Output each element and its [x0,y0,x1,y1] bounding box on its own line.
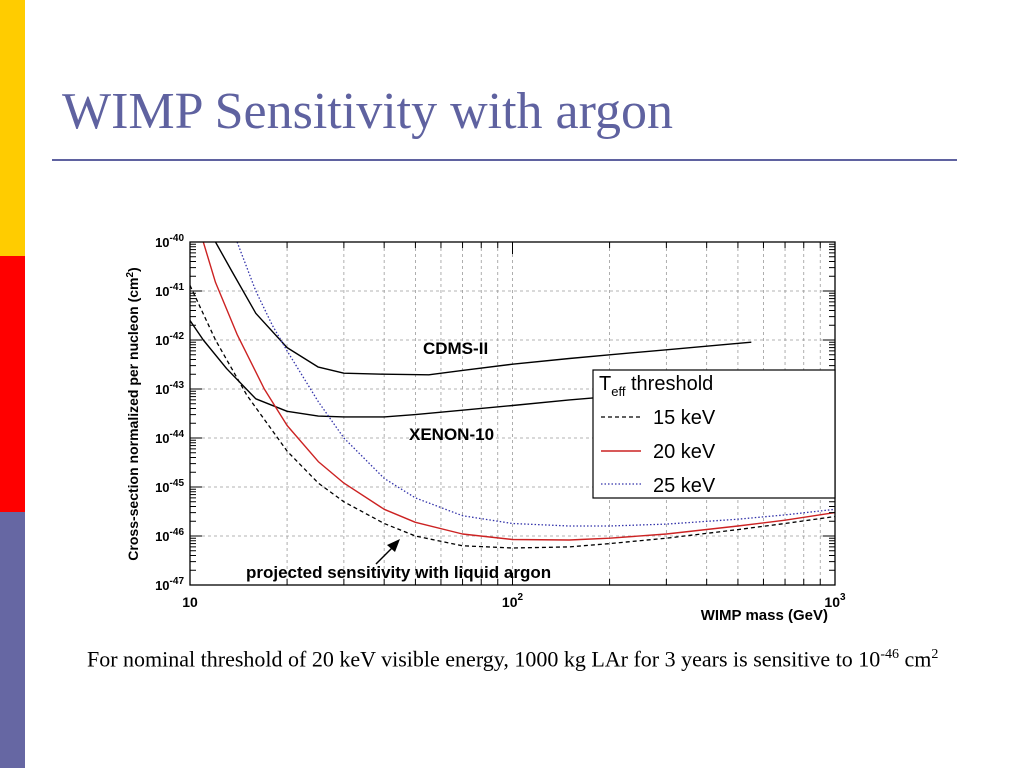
side-bar-red [0,256,25,512]
x-tick-label: 102 [502,592,524,610]
legend-title: Teff threshold [599,373,713,399]
annotation-projected-sensitivity: projected sensitivity with liquid argon [246,563,551,582]
caption-unit: cm [898,646,932,672]
side-bar-yellow [0,0,25,256]
legend-label-25kev: 25 keV [653,475,716,497]
y-tick-label: 10-43 [155,380,184,397]
y-tick-label: 10-45 [155,478,184,495]
series-line-15-kev [190,285,835,549]
y-tick-labels: 10-40 10-41 10-42 10-43 10-44 10-45 10-46 10-47 [155,233,184,593]
x-tick-label: 103 [824,592,846,610]
annotation-cdms-ii: CDMS-II [423,339,488,358]
legend: Teff threshold 15 keV 20 keV 25 keV [592,369,836,499]
y-tick-label: 10-40 [155,233,184,250]
slide-caption: For nominal threshold of 20 keV visible … [87,638,967,676]
caption-unit-exponent: 2 [931,647,939,662]
y-tick-label: 10-44 [155,429,184,446]
x-tick-label: 10 [182,594,198,610]
series-line-25-kev [236,242,835,527]
annotation-arrow [375,539,400,565]
series-line-20-kev [202,242,835,541]
y-axis-label: Cross-section normalized per nucleon (cm… [125,267,141,560]
x-axis-label: WIMP mass (GeV) [701,607,828,624]
slide-title: WIMP Sensitivity with argon [62,83,673,140]
title-divider [52,159,957,161]
y-tick-label: 10-47 [155,576,184,593]
legend-label-15kev: 15 keV [653,407,716,429]
y-tick-label: 10-46 [155,527,184,544]
legend-label-20kev: 20 keV [653,441,716,463]
legend-box [592,369,836,499]
y-tick-label: 10-42 [155,331,184,348]
caption-exponent: -46 [880,647,899,662]
y-tick-label: 10-41 [155,282,184,299]
x-tick-labels: 10 102 103 [182,592,846,610]
caption-text: For nominal threshold of 20 keV visible … [87,646,881,672]
sensitivity-chart: 10-40 10-41 10-42 10-43 10-44 10-45 10-46 10-47… [125,233,846,624]
side-bar-blue [0,512,25,768]
annotation-xenon-10: XENON-10 [409,425,494,444]
series-line-cdms-ii [214,242,752,376]
